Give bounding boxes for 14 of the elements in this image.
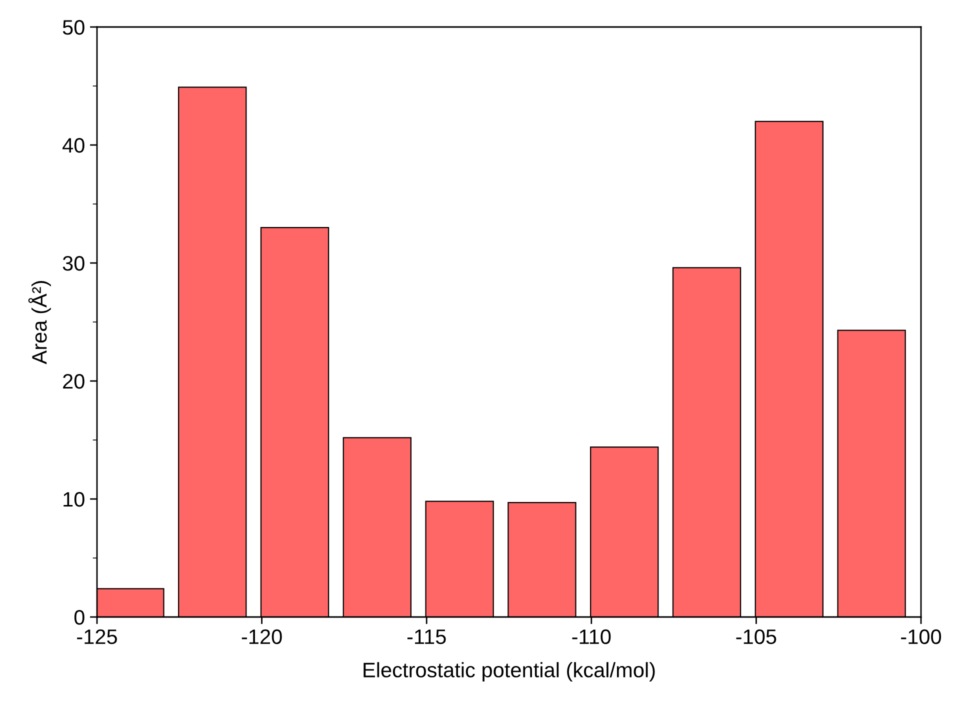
y-tick-label: 40	[62, 138, 84, 153]
y-tick-label: 50	[62, 20, 84, 35]
y-axis-title: Area (Å²)	[28, 281, 51, 364]
x-tick-label: -100	[901, 629, 942, 644]
x-tick-label: -125	[77, 629, 117, 644]
y-tick-label: 10	[64, 492, 84, 507]
x-axis-title: Electrostatic potential (kcal/mol)	[364, 662, 655, 682]
x-tick-label: -110	[572, 629, 611, 644]
y-tick-label: 20	[63, 374, 84, 389]
y-tick-label: 30	[62, 256, 84, 271]
x-tick-label: -105	[736, 629, 776, 644]
x-tick-label: -120	[242, 629, 282, 644]
y-tick-label: 0	[74, 610, 84, 625]
x-tick-label: -115	[407, 630, 446, 644]
